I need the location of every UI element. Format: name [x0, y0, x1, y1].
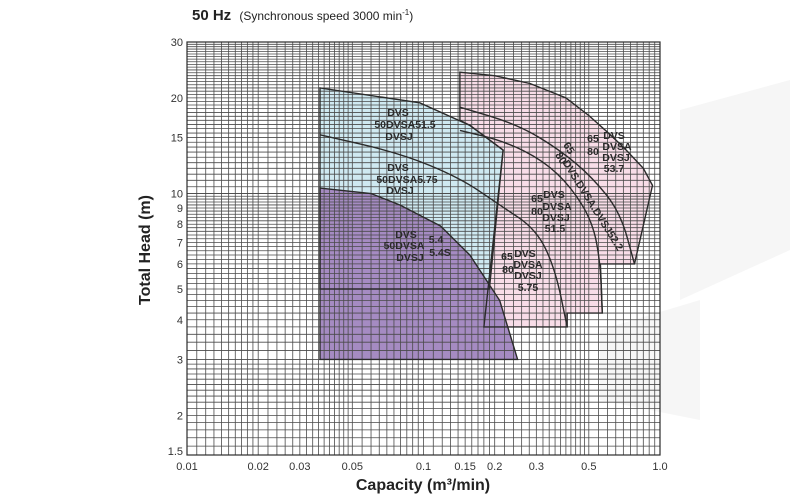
- region-label: DVS: [514, 248, 536, 260]
- region-label: DVSJ: [542, 212, 570, 224]
- y-tick-label: 10: [171, 188, 183, 200]
- region-label: DVS: [387, 162, 409, 174]
- region-label: DVS: [387, 107, 409, 119]
- y-tick-label: 1.5: [168, 446, 183, 458]
- region-label: 50DVSA51.5: [374, 119, 435, 131]
- region-label: 5.75: [518, 282, 539, 294]
- region-label: DVSJ: [514, 270, 542, 282]
- region-label: DVSJ: [385, 131, 413, 143]
- region-label: 51.5: [545, 223, 566, 235]
- y-axis-title: Total Head (m): [137, 195, 154, 305]
- x-tick-label: 0.01: [176, 461, 197, 473]
- region-label: DVS: [395, 229, 417, 241]
- y-tick-labels: 1.5 2 3 4 5 6 7 8 9 10 15 20 30: [168, 37, 183, 458]
- region-label: 5.4S: [429, 247, 451, 259]
- chart-title: 50 Hz (Synchronous speed 3000 min-1): [192, 7, 413, 24]
- region-label-rotated: 65: [560, 140, 576, 156]
- x-axis-title: Capacity (m³/min): [356, 477, 490, 494]
- region-label: DVSA: [602, 141, 632, 153]
- y-tick-label: 15: [171, 133, 183, 145]
- x-tick-label: 0.02: [247, 461, 268, 473]
- region-label: 50DVSA5.75: [376, 174, 437, 186]
- grid: [186, 41, 661, 456]
- x-tick-label: 0.3: [529, 461, 544, 473]
- y-tick-label: 2: [177, 410, 183, 422]
- x-tick-label: 0.1: [416, 461, 431, 473]
- y-tick-label: 3: [177, 354, 183, 366]
- region-label-rotated: 80: [552, 150, 568, 166]
- region-label: 65: [531, 193, 543, 205]
- region-label: DVSA: [513, 259, 543, 271]
- performance-curve: [459, 106, 636, 265]
- region-label: 50DVSA: [384, 240, 425, 252]
- region-label: 5.4: [429, 234, 444, 246]
- performance-curve: [459, 129, 603, 314]
- y-tick-label: 6: [177, 259, 183, 271]
- y-tick-label: 7: [177, 238, 183, 250]
- subtitle-end: ): [409, 9, 413, 23]
- region-label: DVSA: [542, 201, 572, 213]
- y-tick-label: 4: [177, 315, 183, 327]
- plot-frame: [186, 41, 661, 456]
- region-label: 65: [587, 133, 599, 145]
- curves: [319, 71, 654, 361]
- region-label: DVS: [543, 189, 565, 201]
- x-tick-label: 1.0: [652, 461, 667, 473]
- x-tick-labels: 0.01 0.02 0.03 0.05 0.1 0.15 0.2 0.3 0.5 1.0: [176, 461, 667, 473]
- region-label: 80: [502, 264, 514, 276]
- region-label: DVS: [603, 130, 625, 142]
- y-tick-label: 20: [171, 93, 183, 105]
- x-tick-label: 0.03: [289, 461, 310, 473]
- y-tick-label: 9: [177, 203, 183, 215]
- region-label: 53.7: [604, 163, 625, 175]
- watermark-shape: [680, 80, 790, 300]
- region-label: DVSJ: [386, 185, 414, 197]
- performance-curve: [319, 134, 568, 327]
- region-label: 65: [501, 251, 513, 263]
- y-tick-label: 5: [177, 284, 183, 296]
- region-label: 80: [531, 206, 543, 218]
- watermark: [600, 80, 790, 420]
- y-tick-label: 30: [171, 37, 183, 49]
- region-label: DVSJ: [396, 252, 424, 264]
- x-tick-label: 0.15: [454, 461, 475, 473]
- x-tick-label: 0.05: [342, 461, 363, 473]
- x-tick-label: 0.2: [487, 461, 502, 473]
- chart-subtitle: (Synchronous speed 3000 min: [239, 9, 402, 23]
- y-tick-label: 8: [177, 219, 183, 231]
- x-tick-label: 0.5: [581, 461, 596, 473]
- region-outline-purple: [319, 187, 519, 361]
- subtitle-superscript: -1: [402, 8, 410, 17]
- region-label: 80: [587, 146, 599, 158]
- region-label: DVSJ: [602, 152, 630, 164]
